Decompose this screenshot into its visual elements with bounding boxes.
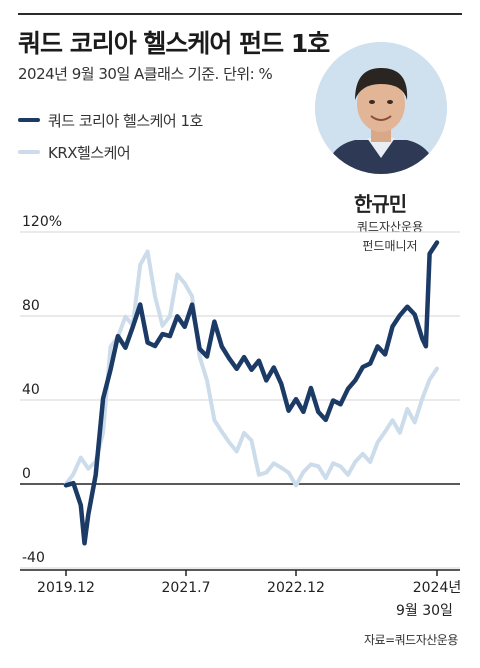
legend-swatch-krx	[18, 150, 40, 154]
x-tick-label: 2019.12	[37, 580, 95, 596]
x-tick-label: 2021.7	[162, 580, 211, 596]
y-tick-label: 80	[22, 298, 40, 314]
portrait-illustration	[315, 42, 447, 174]
title-rule	[18, 13, 462, 15]
legend-item-fund: 쿼드 코리아 헬스케어 1호	[18, 110, 203, 130]
x-tick-label: 2022.12	[267, 580, 325, 596]
y-tick-label: 0	[22, 466, 31, 482]
legend-label-krx: KRX헬스케어	[48, 143, 131, 162]
chart-subtitle: 2024년 9월 30일 A클래스 기준. 단위: %	[18, 65, 273, 83]
source-note: 자료=쿼드자산운용	[364, 633, 458, 647]
grid-layer	[20, 231, 460, 569]
fund-manager-photo	[315, 42, 447, 174]
fund-manager-role: 펀드매니저	[362, 239, 418, 253]
legend-swatch-fund	[18, 118, 40, 122]
series-layer	[63, 240, 440, 546]
legend-label-fund: 쿼드 코리아 헬스케어 1호	[48, 111, 203, 130]
y-tick-label: 40	[22, 382, 40, 398]
fund-manager-company: 쿼드자산운용	[356, 220, 424, 234]
legend-item-krx: KRX헬스케어	[18, 142, 131, 162]
series-line-fund	[63, 240, 440, 546]
fund-manager-name: 한규민	[354, 192, 407, 216]
y-tick-label: -40	[22, 550, 45, 566]
date-note: 9월 30일	[396, 603, 453, 619]
chart-title: 쿼드 코리아 헬스케어 펀드 1호	[18, 29, 330, 58]
x-tick-label: 2024년	[413, 580, 462, 596]
series-line-krx	[64, 249, 439, 488]
label-layer: -40 0 40 80 120% 2019.12 2021.7 2022.12 2024년	[22, 214, 461, 596]
y-tick-label: 120%	[22, 214, 62, 230]
